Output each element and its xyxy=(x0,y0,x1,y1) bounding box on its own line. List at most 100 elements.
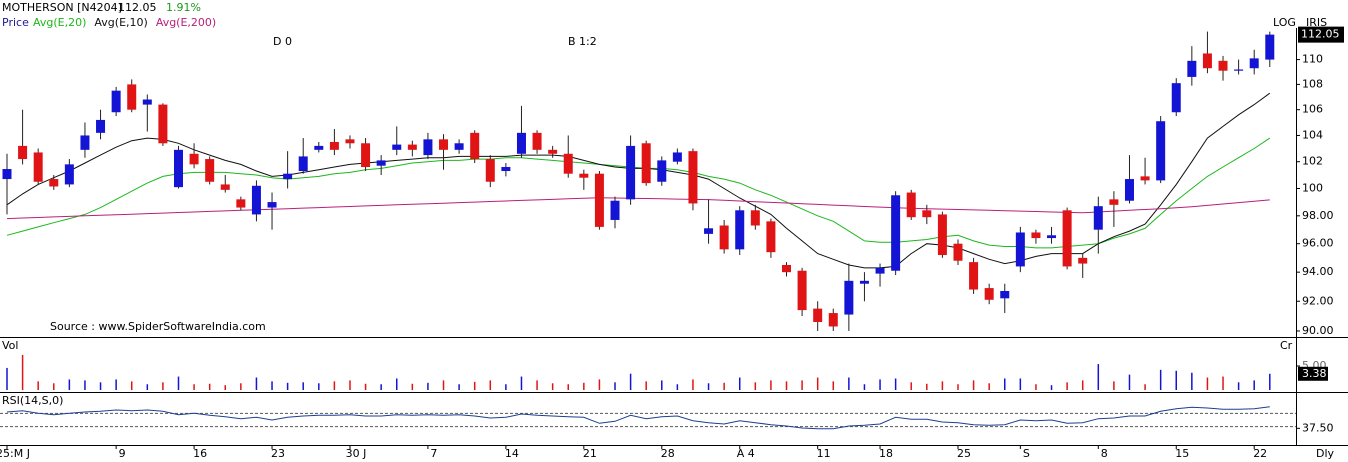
candle-body xyxy=(1156,121,1166,181)
candle-body xyxy=(173,149,183,188)
candle-body xyxy=(969,262,979,290)
legend: Avg(E,20) Avg(E,10) Avg(E,200) xyxy=(33,16,216,29)
legend-price: Price xyxy=(2,16,29,29)
candle-body xyxy=(267,202,277,208)
candle-body xyxy=(906,192,916,218)
x-tick-label: S xyxy=(1023,447,1030,460)
candle-body xyxy=(361,143,371,168)
annotation: B 1:2 xyxy=(568,35,597,48)
candle-body xyxy=(501,167,511,172)
annotation: D 0 xyxy=(273,35,292,48)
candle-body xyxy=(1124,179,1134,201)
candle-body xyxy=(532,132,542,150)
candle-body xyxy=(688,151,698,204)
candle-body xyxy=(18,145,28,160)
candle-body xyxy=(1265,34,1275,60)
candle-body xyxy=(158,104,168,144)
x-tick-label: 23 xyxy=(271,447,285,460)
candle-body xyxy=(220,184,230,190)
x-tick-label: 11 xyxy=(817,447,831,460)
candle-body xyxy=(1062,210,1072,267)
x-tick-label: 14 xyxy=(505,447,519,460)
candle-body xyxy=(516,132,526,154)
candle-body xyxy=(251,185,261,215)
candle-body xyxy=(33,152,43,182)
x-tick-label: 25:M J xyxy=(0,447,30,460)
y-tick-label: 108 xyxy=(1302,77,1323,90)
volume-title: Vol xyxy=(2,339,18,352)
y-tick-label: 100 xyxy=(1302,181,1323,194)
rsi-line xyxy=(6,406,1270,430)
candle-body xyxy=(844,280,854,315)
legend-entry: Avg(E,20) xyxy=(33,16,86,29)
candle-body xyxy=(704,228,714,234)
candle-body xyxy=(922,210,932,218)
candle-body xyxy=(672,152,682,162)
moving-average xyxy=(6,137,1271,249)
candle-body xyxy=(1187,60,1197,77)
last-volume-label: 3.38 xyxy=(1302,367,1327,380)
x-tick-label: 7 xyxy=(430,447,437,460)
rsi-title: RSI(14,S,0) xyxy=(2,394,63,407)
candle-body xyxy=(392,144,402,150)
candle-body xyxy=(750,210,760,226)
candle-body xyxy=(1015,232,1025,267)
candle-body xyxy=(439,139,449,150)
moving-average xyxy=(6,92,1271,269)
iris-label: IRIS xyxy=(1306,16,1327,29)
last-volume-box xyxy=(1298,366,1328,381)
candle-body xyxy=(641,143,651,184)
legend-entry: Avg(E,10) xyxy=(94,16,147,29)
candle-body xyxy=(142,99,152,105)
x-tick-label: 9 xyxy=(119,447,126,460)
log-label: LOG xyxy=(1273,16,1296,29)
volume-unit: Cr xyxy=(1280,339,1293,352)
candle-body xyxy=(423,139,433,156)
last-price: 112.05 xyxy=(118,1,157,14)
x-tick-label: 25 xyxy=(957,447,971,460)
candle-body xyxy=(610,200,620,220)
candle-body xyxy=(766,221,776,253)
x-tick-label: 18 xyxy=(879,447,893,460)
candle-body xyxy=(1249,58,1259,69)
candle-body xyxy=(96,119,106,133)
y-tick-label: 102 xyxy=(1302,155,1323,168)
candle-body xyxy=(1109,199,1119,205)
y-tick-label: 98.00 xyxy=(1302,209,1334,222)
candle-body xyxy=(594,173,604,227)
x-tick-label: 30 J xyxy=(346,447,367,460)
candle-body xyxy=(657,160,667,182)
candle-body xyxy=(2,169,12,180)
candle-body xyxy=(548,149,558,154)
source: Source : www.SpiderSoftwareIndia.com xyxy=(50,320,266,333)
candle-body xyxy=(314,145,324,150)
x-tick-label: 21 xyxy=(583,447,597,460)
y-tick-label: 106 xyxy=(1302,103,1323,116)
candle-body xyxy=(205,159,215,182)
x-tick-label: 8 xyxy=(1101,447,1108,460)
moving-average xyxy=(6,197,1270,220)
candle-body xyxy=(1047,235,1057,239)
candle-body xyxy=(454,143,464,150)
last-price-label: 112.05 xyxy=(1301,28,1340,41)
candle-body xyxy=(407,144,417,150)
candle-body xyxy=(719,225,729,250)
candle-body xyxy=(376,160,386,166)
candle-body xyxy=(64,164,74,185)
candle-body xyxy=(735,210,745,250)
y-tick-label: 90.00 xyxy=(1302,324,1334,337)
candle-body xyxy=(283,173,293,180)
candle-body xyxy=(470,132,480,160)
period: Dly xyxy=(1316,447,1335,460)
y-tick-label: 104 xyxy=(1302,128,1323,141)
candle-body xyxy=(828,313,838,327)
candle-body xyxy=(127,84,137,110)
candle-body xyxy=(579,173,589,178)
candle-body xyxy=(1171,83,1181,113)
y-tick-label: 94.00 xyxy=(1302,265,1334,278)
candle-body xyxy=(782,264,791,273)
candle-body xyxy=(563,153,573,174)
candle-body xyxy=(1031,232,1041,239)
